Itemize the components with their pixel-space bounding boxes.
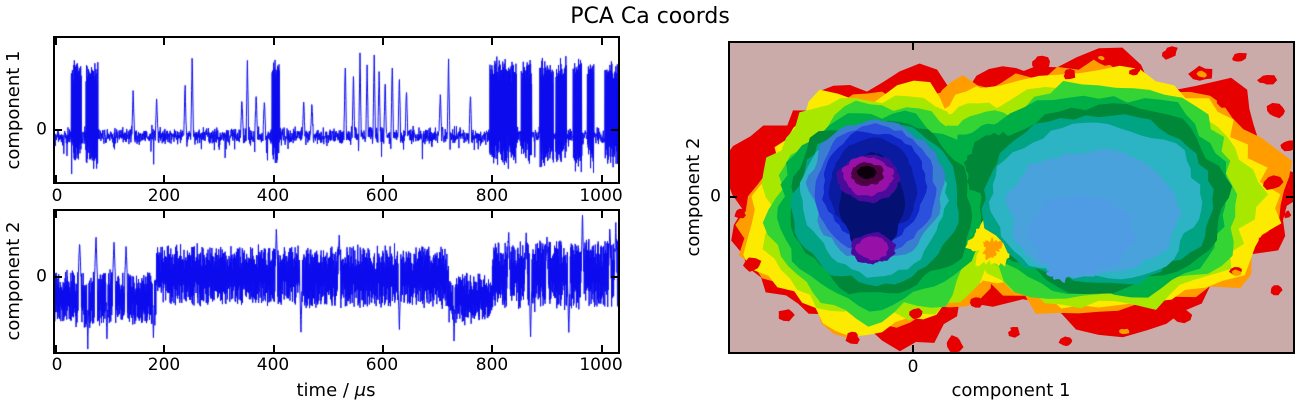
density-xtick-0: 0	[907, 357, 919, 377]
contour-satellite	[1257, 75, 1278, 85]
tick-mark	[491, 345, 494, 352]
contour-basin-sky-core	[1044, 261, 1074, 284]
plot-density-frame	[728, 41, 1295, 354]
density-ylabel: component 2	[683, 137, 704, 257]
component2-timeseries-canvas	[55, 211, 618, 352]
mu-symbol: μ	[354, 380, 367, 401]
tick-mark	[611, 276, 618, 279]
tick-mark	[272, 345, 275, 352]
xtick-label: 800	[475, 355, 509, 375]
xtick-label: 0	[51, 186, 63, 206]
contour-satellite	[743, 257, 762, 272]
contour-satellite	[1266, 102, 1285, 119]
component2-ytick-0: 0	[36, 266, 47, 287]
xtick-label: 400	[256, 186, 290, 206]
density-contour-plot	[730, 43, 1293, 352]
tick-mark	[272, 211, 275, 218]
tick-mark	[163, 175, 166, 182]
tick-mark	[55, 276, 62, 279]
contour-well-magenta	[855, 236, 889, 261]
tick-mark	[730, 195, 737, 198]
contour-satellite	[1263, 175, 1284, 190]
contour-satellite	[1008, 327, 1020, 338]
component1-ytick-0: 0	[36, 119, 47, 140]
contour-satellite	[1161, 46, 1178, 60]
xtick-label: 600	[365, 355, 399, 375]
xtick-label: 400	[256, 355, 290, 375]
contour-satellite	[946, 335, 964, 352]
tick-mark	[381, 38, 384, 45]
contour-satellite	[1032, 55, 1050, 71]
component2-ylabel: component 2	[3, 221, 24, 341]
contour-satellite	[1258, 235, 1272, 244]
contour-satellite	[1216, 88, 1233, 108]
contour-basin-sky-core	[1027, 195, 1137, 275]
tick-mark	[272, 175, 275, 182]
tick-mark	[491, 211, 494, 218]
time-xlabel: time / μs	[296, 380, 376, 401]
tick-mark	[911, 43, 914, 50]
tick-mark	[163, 345, 166, 352]
xtick-label: 1000	[579, 186, 623, 206]
tick-mark	[600, 211, 603, 218]
contour-satellite-core	[1196, 70, 1207, 78]
contour-satellite	[1173, 308, 1193, 324]
tick-mark	[55, 129, 62, 132]
contour-satellite	[845, 331, 860, 345]
contour-satellite	[1058, 336, 1073, 347]
xtick-label: 800	[475, 186, 509, 206]
contour-satellite	[969, 297, 983, 308]
contour-satellite	[778, 309, 795, 322]
contour-satellite	[1280, 140, 1293, 152]
tick-mark	[381, 175, 384, 182]
component1-timeseries-canvas	[55, 38, 618, 182]
tick-mark	[163, 38, 166, 45]
component1-ylabel: component 1	[3, 50, 24, 170]
tick-mark	[600, 345, 603, 352]
tick-mark	[381, 211, 384, 218]
contour-satellite	[909, 308, 923, 320]
figure-title: PCA Ca coords	[570, 4, 730, 29]
tick-mark	[1286, 195, 1293, 198]
contour-satellite-core	[1098, 55, 1105, 61]
tick-mark	[55, 38, 57, 45]
xtick-label: 0	[51, 355, 63, 375]
contour-satellite	[1129, 66, 1141, 76]
contour-satellite	[1283, 210, 1292, 219]
tick-mark	[491, 38, 494, 45]
tick-mark	[911, 345, 914, 352]
tick-mark	[600, 175, 603, 182]
contour-satellite	[1270, 285, 1283, 296]
tick-mark	[163, 211, 166, 218]
contour-satellite-core	[1119, 328, 1130, 334]
density-ytick-0: 0	[710, 186, 721, 207]
tick-mark	[381, 345, 384, 352]
xtick-label: 600	[365, 186, 399, 206]
tick-mark	[491, 175, 494, 182]
xtick-label: 200	[147, 355, 181, 375]
contour-satellite	[734, 147, 756, 160]
contour-satellite	[1232, 52, 1247, 62]
tick-mark	[611, 129, 618, 132]
tick-mark	[600, 38, 603, 45]
contour-satellite	[734, 208, 747, 219]
tick-mark	[55, 175, 57, 182]
contour-well-black	[856, 165, 877, 180]
plot-component2-frame	[53, 209, 620, 354]
contour-saddle-orange	[982, 236, 1003, 260]
contour-satellite	[1063, 68, 1076, 80]
xtick-label: 1000	[579, 355, 623, 375]
tick-mark	[272, 38, 275, 45]
plot-component1-frame	[53, 36, 620, 184]
xtick-label: 200	[147, 186, 181, 206]
contour-satellite-core	[1231, 269, 1242, 276]
tick-mark	[55, 211, 57, 218]
tick-mark	[55, 345, 57, 352]
density-xlabel: component 1	[951, 380, 1071, 401]
